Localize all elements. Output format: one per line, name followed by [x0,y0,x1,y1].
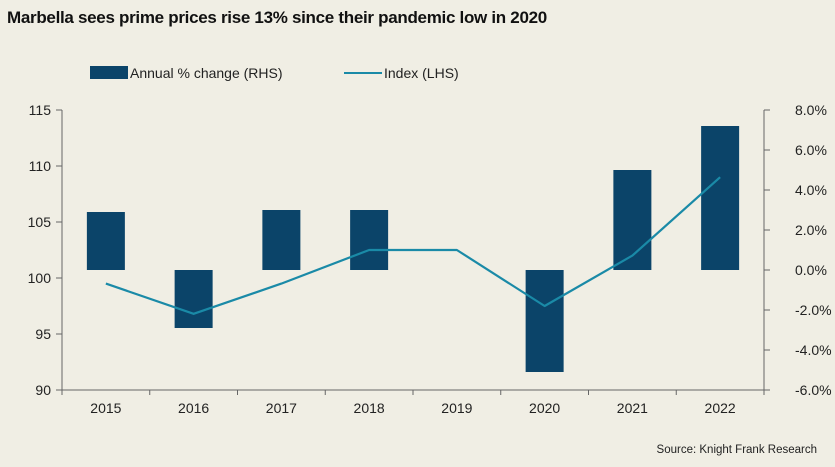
right-tick-label: 8.0% [795,102,827,118]
bar-2018 [350,210,389,270]
line-series [105,176,721,315]
left-tick-label: 105 [28,214,52,230]
right-tick-label: -6.0% [795,382,832,398]
right-tick-label: 4.0% [795,182,827,198]
bar-2015 [86,212,125,270]
right-tick-label: 6.0% [795,142,827,158]
legend-label-bar: Annual % change (RHS) [130,65,283,81]
left-tick-label: 100 [28,270,52,286]
right-tick-label: -4.0% [795,342,832,358]
x-tick-label: 2019 [441,400,472,416]
right-tick-label: -2.0% [795,302,832,318]
bar-series [86,126,740,372]
axes [56,109,770,395]
chart-title: Marbella sees prime prices rise 13% sinc… [7,8,547,27]
left-tick-label: 115 [29,102,52,118]
bar-2022 [701,126,740,270]
right-tick-label: 2.0% [795,222,827,238]
legend: Annual % change (RHS) Index (LHS) [90,65,459,81]
bar-2017 [262,210,301,270]
bar-2016 [174,270,213,328]
x-tick-label: 2022 [705,400,736,416]
x-tick-label: 2021 [617,400,648,416]
source-note: Source: Knight Frank Research [656,444,817,456]
tick-labels: 90 95 100 105 110 115 -6.0% -4.0% -2.0% 0.0% 2.0% 4… [28,102,832,416]
bar-2020 [525,270,564,372]
bar-2021 [613,170,652,270]
left-tick-label: 95 [35,326,51,342]
x-tick-label: 2016 [178,400,209,416]
left-tick-label: 90 [35,382,51,398]
index-line [105,176,721,315]
x-tick-label: 2020 [529,400,560,416]
x-tick-label: 2015 [90,400,121,416]
x-tick-label: 2017 [266,400,297,416]
right-tick-label: 0.0% [795,262,827,278]
legend-label-line: Index (LHS) [384,65,459,81]
legend-swatch-bar [90,66,128,79]
left-tick-label: 110 [29,158,52,174]
x-tick-label: 2018 [354,400,385,416]
